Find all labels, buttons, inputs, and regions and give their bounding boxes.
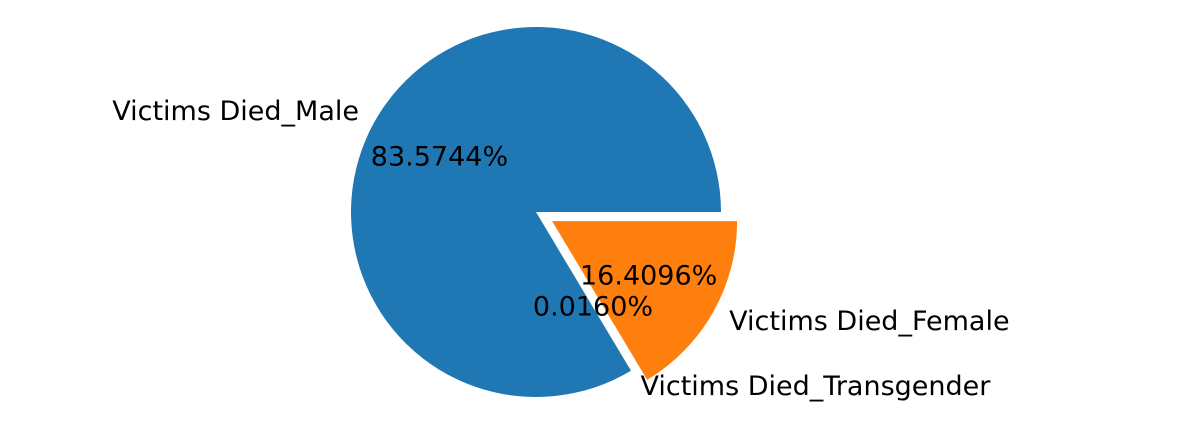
pie-category-label-victims-died-male: Victims Died_Male bbox=[112, 96, 359, 127]
pie-labels: 83.5744% Victims Died_Male 0.0160% Victims … bbox=[112, 96, 1009, 402]
pie-category-label-victims-died-female: Victims Died_Female bbox=[729, 306, 1009, 337]
pie-slice-victims-died-female bbox=[552, 221, 738, 380]
pie-pct-label-victims-died-transgender: 0.0160% bbox=[533, 292, 653, 323]
pie-category-label-victims-died-transgender: Victims Died_Transgender bbox=[640, 371, 991, 402]
pie-pct-label-victims-died-male: 83.5744% bbox=[371, 142, 508, 173]
pie-pct-label-victims-died-female: 16.4096% bbox=[580, 260, 717, 291]
pie-slice-victims-died-male bbox=[351, 27, 721, 398]
pie-slice-victims-died-transgender bbox=[536, 212, 632, 371]
pie-slices bbox=[351, 27, 738, 398]
